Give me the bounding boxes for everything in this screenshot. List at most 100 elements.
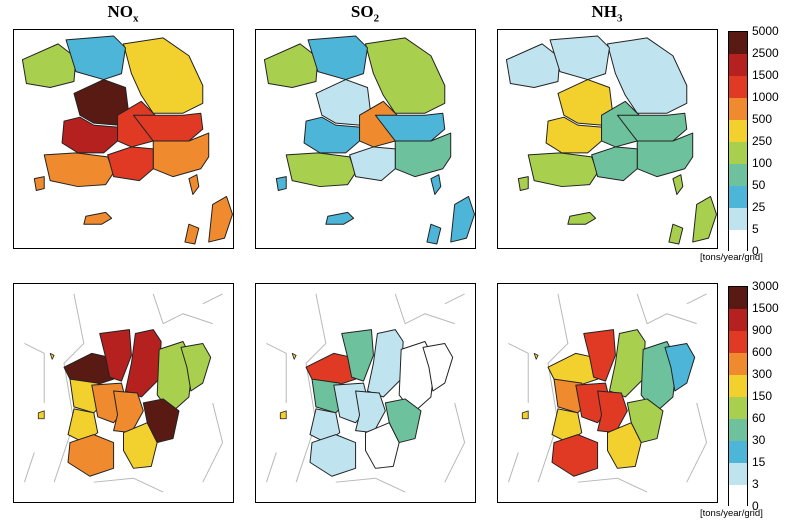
colorbar-tick-label: 250 [752, 134, 773, 148]
korea-map-nh3 [505, 35, 717, 245]
colorbar-swatch [729, 397, 747, 419]
island-region [517, 176, 529, 192]
county-region [398, 340, 436, 414]
island-region [692, 195, 717, 243]
colorbar-top [728, 31, 748, 252]
colorbar-swatch [729, 98, 747, 120]
colorbar-bottom [728, 286, 748, 507]
korea-map-nox [21, 35, 233, 245]
county-region [583, 329, 616, 382]
colorbar-swatch [729, 441, 747, 463]
unit-label-top: [tons/year/grid] [700, 252, 763, 263]
county-region [384, 398, 422, 444]
colorbar-tick-label: 0 [752, 244, 759, 258]
county-region [366, 329, 404, 398]
county-region [640, 340, 678, 414]
colorbar-swatch [729, 142, 747, 164]
korea-map-so2 [263, 35, 475, 245]
province-region [107, 146, 154, 182]
county-region [551, 434, 599, 477]
island-region [430, 174, 442, 195]
title-so2-sub: 2 [373, 12, 380, 25]
county-region [422, 342, 454, 392]
title-nh3-base: NH [591, 2, 618, 21]
boundary-line [444, 402, 466, 483]
island-region [208, 195, 233, 243]
county-region [180, 342, 212, 392]
title-nh3: NH3 [497, 2, 717, 24]
unit-label-bottom: [tons/year/grid] [700, 508, 763, 519]
colorbar-swatch [729, 208, 747, 230]
boundary-line [265, 452, 277, 483]
colorbar-swatch [729, 164, 747, 186]
map-region-nh3 [497, 283, 718, 503]
colorbar-swatch [729, 186, 747, 208]
colorbar-tick-label: 3 [752, 477, 759, 491]
boundary-line [508, 343, 529, 403]
title-nox: NOx [13, 2, 233, 24]
province-region [365, 37, 446, 114]
province-region [394, 132, 452, 178]
county-region [608, 329, 646, 398]
colorbar-tick-label: 900 [752, 323, 773, 337]
province-region [123, 37, 204, 114]
colorbar-tick-label: 50 [752, 178, 766, 192]
boundary-line [636, 293, 697, 325]
province-region [505, 43, 561, 88]
colorbar-tick-label: 1000 [752, 90, 779, 104]
colorbar-tick-label: 1500 [752, 301, 779, 315]
island-region [426, 223, 442, 245]
colorbar-swatch [729, 331, 747, 353]
county-region [341, 329, 374, 382]
county-region [626, 398, 664, 444]
colorbar-tick-label: 15 [752, 455, 766, 469]
island-region [275, 176, 287, 192]
colorbar-tick-label: 0 [752, 499, 759, 513]
boundary-line [335, 477, 406, 493]
province-region [285, 152, 357, 188]
colorbar-swatch [729, 463, 747, 485]
island-region [521, 410, 529, 420]
boundary-line [53, 293, 85, 483]
colorbar-tick-label: 150 [752, 389, 773, 403]
province-region [325, 211, 355, 225]
map-korea-so2 [255, 29, 476, 249]
colorbar-tick-label: 3000 [752, 279, 779, 293]
map-korea-nh3 [497, 29, 718, 249]
province-region [591, 146, 638, 182]
county-region [142, 398, 180, 444]
colorbar-swatch [729, 54, 747, 76]
county-region [664, 342, 696, 392]
colorbar-swatch [729, 485, 747, 507]
map-region-so2 [255, 283, 476, 503]
province-region [263, 43, 319, 88]
colorbar-tick-label: 1500 [752, 68, 779, 82]
province-region [43, 152, 115, 188]
province-region [549, 35, 610, 81]
boundary-line [577, 477, 648, 493]
boundary-line [686, 402, 708, 483]
boundary-line [266, 343, 287, 403]
boundary-line [202, 402, 224, 483]
province-region [607, 37, 688, 114]
colorbar-swatch [729, 353, 747, 375]
boundary-line [394, 293, 455, 325]
boundary-line [202, 293, 223, 305]
title-so2-base: SO [350, 2, 374, 21]
colorbar-swatch [729, 309, 747, 331]
boundary-line [444, 293, 465, 305]
boundary-line [23, 452, 35, 483]
county-region [309, 434, 357, 477]
island-region [49, 352, 55, 360]
county-region [156, 340, 194, 414]
title-nox-base: NO [107, 2, 134, 21]
county-region [99, 329, 132, 382]
province-region [152, 132, 210, 178]
colorbar-swatch [729, 32, 747, 54]
boundary-line [152, 293, 213, 325]
map-korea-nox [13, 29, 234, 249]
province-region [21, 43, 77, 88]
colorbar-tick-label: 600 [752, 345, 773, 359]
boundary-line [686, 293, 707, 305]
boundary-line [295, 293, 327, 483]
